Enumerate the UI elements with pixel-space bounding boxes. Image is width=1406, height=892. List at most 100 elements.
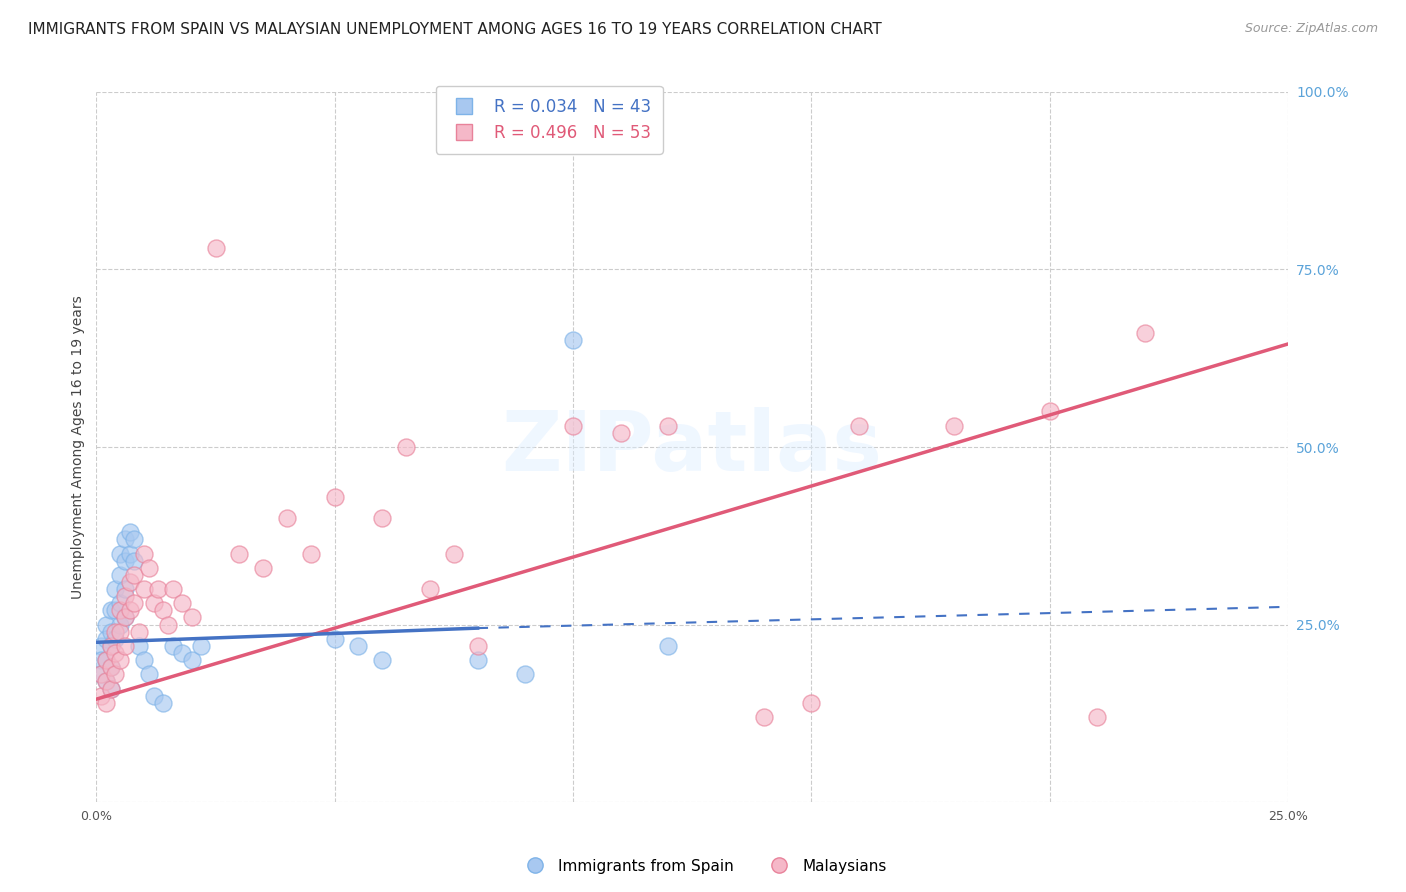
Point [124, 596, 146, 610]
Point [132, 547, 155, 561]
Point [104, 632, 127, 646]
Point [152, 696, 174, 710]
Point [118, 574, 141, 589]
Point [1038, 404, 1060, 418]
Point [128, 639, 150, 653]
Point [94, 653, 117, 667]
Point [172, 596, 194, 610]
Point [104, 582, 127, 596]
Point [562, 418, 585, 433]
Point [100, 639, 122, 653]
Point [108, 567, 131, 582]
Point [657, 418, 679, 433]
Point [138, 560, 160, 574]
Point [943, 418, 966, 433]
Point [94, 696, 117, 710]
Point [172, 646, 194, 660]
Point [1133, 326, 1156, 341]
Point [114, 610, 136, 624]
Point [108, 624, 131, 639]
Point [148, 582, 170, 596]
Point [114, 582, 136, 596]
Point [162, 582, 184, 596]
Point [323, 632, 346, 646]
Point [114, 533, 136, 547]
Legend: Immigrants from Spain, Malaysians: Immigrants from Spain, Malaysians [513, 853, 893, 880]
Point [443, 547, 465, 561]
Point [108, 617, 131, 632]
Point [142, 689, 165, 703]
Point [118, 547, 141, 561]
Point [132, 582, 155, 596]
Point [104, 624, 127, 639]
Point [104, 603, 127, 617]
Point [100, 681, 122, 696]
Point [100, 681, 122, 696]
Point [90, 639, 112, 653]
Point [156, 617, 179, 632]
Point [104, 646, 127, 660]
Point [94, 617, 117, 632]
Text: ZIPatlas: ZIPatlas [502, 407, 883, 488]
Text: IMMIGRANTS FROM SPAIN VS MALAYSIAN UNEMPLOYMENT AMONG AGES 16 TO 19 YEARS CORREL: IMMIGRANTS FROM SPAIN VS MALAYSIAN UNEMP… [28, 22, 882, 37]
Point [419, 582, 441, 596]
Point [100, 660, 122, 674]
Point [94, 632, 117, 646]
Point [180, 653, 202, 667]
Point [114, 554, 136, 568]
Point [252, 560, 274, 574]
Point [371, 511, 394, 525]
Point [114, 639, 136, 653]
Point [132, 653, 155, 667]
Point [128, 624, 150, 639]
Point [180, 610, 202, 624]
Point [800, 696, 823, 710]
Point [515, 667, 537, 681]
Point [276, 511, 298, 525]
Point [190, 639, 212, 653]
Point [94, 674, 117, 689]
Point [228, 547, 250, 561]
Point [114, 589, 136, 603]
Point [609, 425, 631, 440]
Y-axis label: Unemployment Among Ages 16 to 19 years: Unemployment Among Ages 16 to 19 years [72, 295, 86, 599]
Point [90, 667, 112, 681]
Point [100, 624, 122, 639]
Point [114, 610, 136, 624]
Point [108, 653, 131, 667]
Point [1085, 710, 1108, 724]
Point [90, 667, 112, 681]
Point [299, 547, 322, 561]
Point [323, 490, 346, 504]
Point [108, 547, 131, 561]
Point [124, 533, 146, 547]
Legend: R = 0.034   N = 43, R = 0.496   N = 53: R = 0.034 N = 43, R = 0.496 N = 53 [436, 86, 662, 153]
Point [108, 603, 131, 617]
Point [100, 660, 122, 674]
Point [562, 334, 585, 348]
Point [467, 639, 489, 653]
Point [108, 596, 131, 610]
Point [152, 603, 174, 617]
Point [138, 667, 160, 681]
Point [204, 241, 226, 255]
Point [657, 639, 679, 653]
Point [118, 603, 141, 617]
Point [142, 596, 165, 610]
Point [395, 440, 418, 454]
Point [371, 653, 394, 667]
Text: Source: ZipAtlas.com: Source: ZipAtlas.com [1244, 22, 1378, 36]
Point [104, 667, 127, 681]
Point [90, 653, 112, 667]
Point [467, 653, 489, 667]
Point [100, 603, 122, 617]
Point [162, 639, 184, 653]
Point [94, 653, 117, 667]
Point [124, 567, 146, 582]
Point [347, 639, 370, 653]
Point [752, 710, 775, 724]
Point [118, 525, 141, 540]
Point [94, 674, 117, 689]
Point [848, 418, 870, 433]
Point [124, 554, 146, 568]
